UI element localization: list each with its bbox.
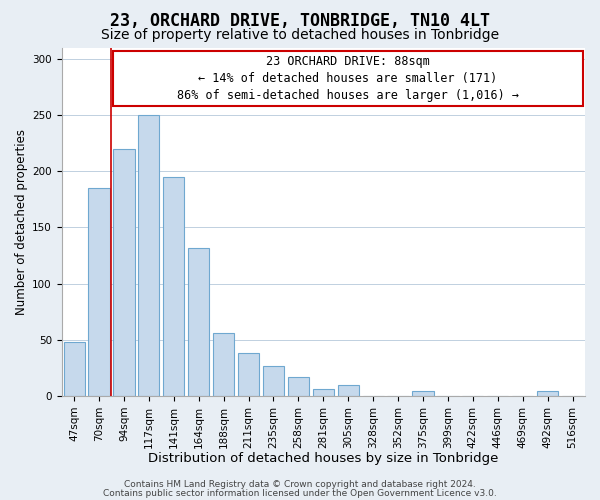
Text: Contains HM Land Registry data © Crown copyright and database right 2024.: Contains HM Land Registry data © Crown c… (124, 480, 476, 489)
Bar (338, 384, 359, 396)
Y-axis label: Number of detached properties: Number of detached properties (15, 128, 28, 314)
Bar (412, 392, 434, 396)
FancyBboxPatch shape (113, 51, 583, 106)
Bar (64, 342, 85, 396)
Bar (138, 115, 160, 396)
Bar (113, 148, 134, 396)
Bar (263, 366, 284, 396)
Bar (288, 377, 309, 396)
Bar (238, 354, 259, 396)
Bar (188, 248, 209, 396)
Text: Contains public sector information licensed under the Open Government Licence v3: Contains public sector information licen… (103, 488, 497, 498)
Bar (313, 389, 334, 396)
Bar (163, 177, 184, 396)
Text: 23, ORCHARD DRIVE, TONBRIDGE, TN10 4LT: 23, ORCHARD DRIVE, TONBRIDGE, TN10 4LT (110, 12, 490, 30)
Text: 23 ORCHARD DRIVE: 88sqm
← 14% of detached houses are smaller (171)
86% of semi-d: 23 ORCHARD DRIVE: 88sqm ← 14% of detache… (176, 55, 518, 102)
Bar (537, 392, 558, 396)
Bar (88, 188, 110, 396)
X-axis label: Distribution of detached houses by size in Tonbridge: Distribution of detached houses by size … (148, 452, 499, 465)
Bar (213, 333, 234, 396)
Text: Size of property relative to detached houses in Tonbridge: Size of property relative to detached ho… (101, 28, 499, 42)
